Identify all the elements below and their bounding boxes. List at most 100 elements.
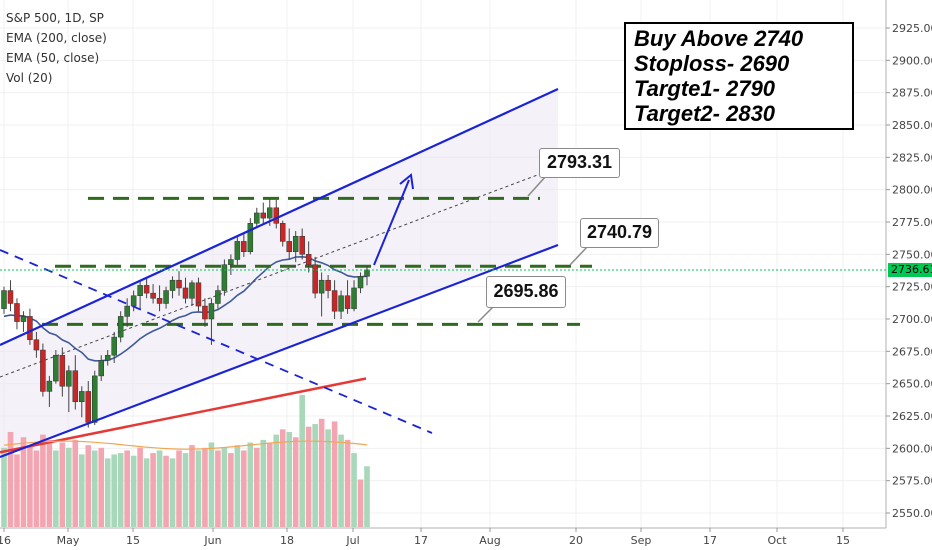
volume-bar bbox=[312, 424, 318, 527]
legend-volume[interactable]: Vol (20) bbox=[6, 71, 53, 85]
trend-drawings bbox=[0, 88, 589, 459]
candlesticks bbox=[1, 198, 370, 428]
candle-body bbox=[215, 290, 221, 304]
volume-bar bbox=[98, 447, 105, 527]
volume-bar bbox=[286, 431, 293, 527]
volume-bar bbox=[20, 437, 27, 527]
channel-mid-line bbox=[0, 173, 541, 378]
y-tick-label: 2675.00 bbox=[892, 345, 932, 358]
candle-body bbox=[117, 316, 124, 338]
volume-bar bbox=[111, 454, 117, 527]
legend-ema200[interactable]: EMA (200, close) bbox=[6, 31, 107, 45]
volume-bar bbox=[260, 439, 267, 527]
candle-body bbox=[331, 290, 338, 312]
candle-body bbox=[202, 305, 208, 320]
volume-bar bbox=[266, 442, 273, 527]
volume-bar bbox=[357, 479, 364, 527]
target-arrow-head bbox=[399, 173, 414, 190]
candle-body bbox=[156, 298, 163, 304]
volume-bar bbox=[228, 453, 234, 527]
volume-bar bbox=[137, 447, 143, 527]
volume-bar bbox=[33, 450, 40, 527]
y-tick-label: 2925.00 bbox=[892, 22, 932, 35]
y-tick-label: 2625.00 bbox=[892, 410, 932, 423]
volume-bar bbox=[163, 455, 169, 527]
candle-body bbox=[98, 360, 104, 377]
volume-bar bbox=[72, 439, 79, 527]
x-tick-label: 17 bbox=[414, 534, 428, 547]
callout-2793: 2793.31 bbox=[539, 148, 620, 178]
current-price-tag: 2736.61 bbox=[888, 263, 932, 277]
x-tick-label: 18 bbox=[280, 534, 294, 547]
volume-bar bbox=[247, 442, 254, 527]
volume-bar bbox=[143, 458, 150, 527]
volume-bar bbox=[292, 437, 299, 527]
volume-bar bbox=[124, 450, 130, 527]
candle-body bbox=[1, 290, 7, 309]
callout-pointer bbox=[527, 175, 547, 197]
x-tick-label: Jul bbox=[345, 534, 359, 547]
candle-body bbox=[79, 391, 85, 403]
candle-body bbox=[72, 370, 79, 403]
y-tick-label: 2775.00 bbox=[892, 216, 932, 229]
callout-2695: 2695.86 bbox=[486, 276, 566, 308]
volume-bar bbox=[364, 466, 370, 527]
volume-bar bbox=[305, 426, 312, 527]
volume-bar bbox=[208, 442, 215, 527]
y-tick-label: 2800.00 bbox=[892, 184, 932, 197]
candle-body bbox=[208, 303, 215, 320]
candle-body bbox=[241, 241, 247, 252]
candle-body bbox=[143, 285, 150, 294]
trade-plan-box: Buy Above 2740 Stoploss- 2690 Targte1- 2… bbox=[624, 22, 854, 130]
x-tick-label: Sep bbox=[631, 534, 652, 547]
candle-body bbox=[53, 354, 59, 382]
candle-body bbox=[273, 207, 279, 224]
volume-bar bbox=[202, 447, 208, 527]
y-tick-label: 2850.00 bbox=[892, 119, 932, 132]
candle-body bbox=[247, 223, 254, 252]
volume-bar bbox=[117, 453, 124, 527]
volume-bar bbox=[27, 445, 33, 527]
volume-bar bbox=[40, 434, 46, 527]
volume-bar bbox=[46, 439, 53, 527]
down-trendline bbox=[0, 249, 433, 434]
volume-bar bbox=[78, 454, 85, 527]
candle-body bbox=[189, 282, 195, 299]
volume-bar bbox=[331, 421, 338, 527]
candle-body bbox=[40, 349, 46, 392]
volume-bar bbox=[59, 442, 66, 527]
legend-ema50[interactable]: EMA (50, close) bbox=[6, 51, 100, 65]
candle-body bbox=[163, 290, 169, 304]
candle-body bbox=[267, 207, 273, 219]
channel-upper-line bbox=[0, 88, 559, 346]
volume-ma-line bbox=[3, 440, 368, 450]
volume-bars bbox=[1, 395, 370, 527]
chart-legend: S&P 500, 1D, SP EMA (200, close) EMA (50… bbox=[6, 8, 107, 88]
candle-body bbox=[182, 287, 189, 299]
volume-bar bbox=[85, 445, 92, 527]
candle-body bbox=[59, 354, 66, 387]
volume-bar bbox=[130, 455, 137, 527]
volume-bar bbox=[254, 447, 260, 527]
x-tick-label: 16 bbox=[0, 534, 11, 547]
candle-body bbox=[46, 380, 53, 392]
volume-bar bbox=[351, 453, 357, 527]
candle-body bbox=[130, 295, 137, 307]
candle-body bbox=[351, 287, 357, 309]
y-tick-label: 2825.00 bbox=[892, 151, 932, 164]
candle-body bbox=[292, 235, 299, 252]
target-arrow-shaft bbox=[373, 179, 410, 266]
candle-body bbox=[66, 370, 72, 387]
volume-bar bbox=[318, 418, 325, 527]
candle-body bbox=[169, 279, 176, 291]
volume-bar bbox=[182, 453, 189, 527]
candle-body bbox=[338, 295, 344, 312]
volume-bar bbox=[176, 450, 182, 527]
candle-body bbox=[234, 241, 241, 260]
volume-bar bbox=[273, 434, 280, 527]
volume-bar bbox=[344, 439, 351, 527]
volume-bar bbox=[156, 450, 163, 527]
legend-symbol[interactable]: S&P 500, 1D, SP bbox=[6, 11, 104, 25]
volume-bar bbox=[299, 395, 305, 527]
ema200-line bbox=[0, 377, 367, 454]
